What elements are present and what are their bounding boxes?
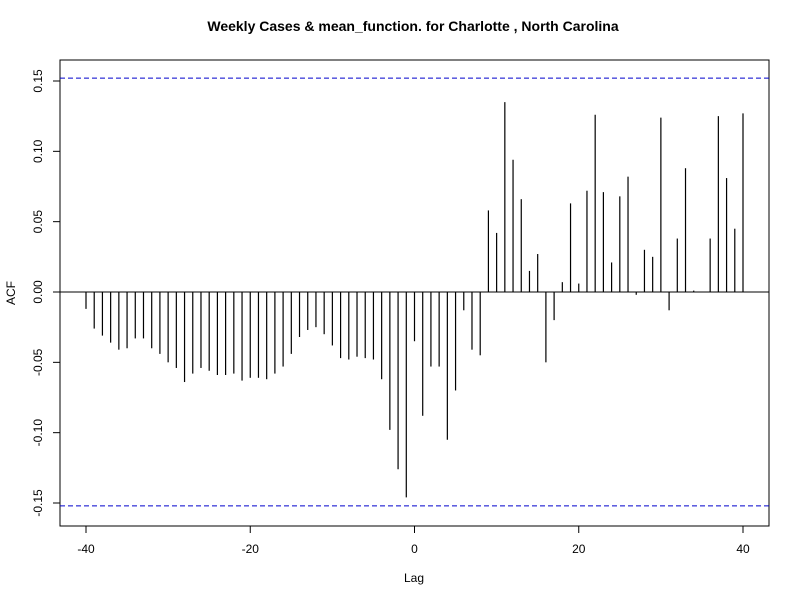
y-tick-label: -0.10 [31, 419, 45, 447]
y-tick-label: 0.05 [31, 210, 45, 234]
x-tick-label: 20 [572, 542, 586, 556]
x-axis: -40 -20 0 20 40 [77, 525, 750, 556]
y-tick-label: 0.00 [31, 280, 45, 304]
y-tick-label: 0.10 [31, 139, 45, 163]
x-axis-label: Lag [404, 571, 424, 585]
y-tick-label: 0.15 [31, 69, 45, 93]
y-tick-label: -0.15 [31, 489, 45, 517]
x-tick-label: -40 [77, 542, 95, 556]
x-tick-label: -20 [242, 542, 260, 556]
x-tick-label: 0 [411, 542, 418, 556]
chart-title: Weekly Cases & mean_function. for Charlo… [207, 18, 618, 34]
acf-bars [85, 102, 744, 498]
y-axis: -0.15 -0.10 -0.05 0.00 0.05 0.10 0.15 [31, 69, 61, 517]
x-tick-label: 40 [736, 542, 750, 556]
y-tick-label: -0.05 [31, 348, 45, 376]
y-axis-label: ACF [4, 281, 18, 305]
